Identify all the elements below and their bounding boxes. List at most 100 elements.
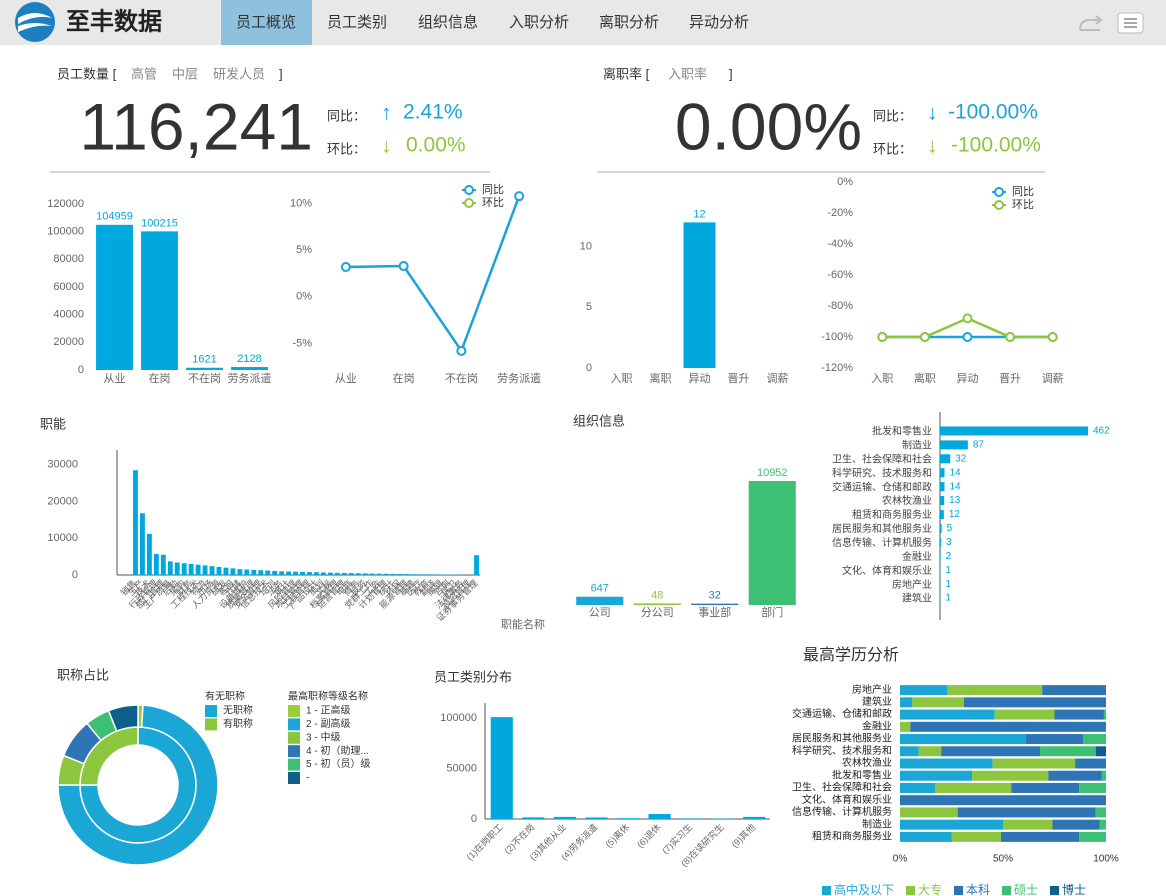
y-tick-label: 20000 <box>47 495 78 507</box>
chart-title: 职能 <box>40 416 66 431</box>
chart-title: 员工类别分布 <box>434 669 512 684</box>
bar-segment <box>900 746 919 757</box>
kpi-filter[interactable]: 高管 <box>131 66 157 81</box>
kpi-filter[interactable]: 中层 <box>172 66 198 81</box>
bar <box>362 573 368 575</box>
y-tick-label: 120000 <box>47 198 84 210</box>
data-label: 14 <box>949 467 961 478</box>
bar-segment <box>963 697 1106 708</box>
bar <box>633 603 681 604</box>
nav-tab[interactable]: 员工概览 <box>236 14 296 31</box>
nav-tab[interactable]: 员工类别 <box>327 14 387 31</box>
bar <box>940 510 944 519</box>
x-tick-label: 分公司 <box>641 606 674 619</box>
x-axis-title: 职能名称 <box>501 617 545 631</box>
y-tick-label: 批发和零售业 <box>872 425 932 438</box>
bar-segment <box>912 697 964 708</box>
y-tick-label: -40% <box>827 238 853 250</box>
data-label: 1 <box>945 579 951 590</box>
x-tick-label: 不在岗 <box>188 372 221 385</box>
chart-title: 职称占比 <box>57 667 109 682</box>
x-tick-label: 离职 <box>914 371 936 385</box>
bar <box>327 572 333 575</box>
bar <box>341 572 347 575</box>
bar <box>940 482 945 492</box>
y-tick-label: 卫生、社会保障和社会 <box>792 781 892 794</box>
bar-segment <box>1003 819 1053 830</box>
bar-segment <box>918 746 942 757</box>
point <box>340 261 351 272</box>
legend-swatch <box>1050 886 1059 895</box>
legend-swatch <box>288 745 300 758</box>
bar-segment <box>1079 831 1106 842</box>
data-label: 32 <box>955 453 967 464</box>
bar-segment <box>900 734 1026 745</box>
y-tick-label: 80000 <box>53 253 84 265</box>
bar <box>553 816 576 819</box>
y-tick-label: 5% <box>296 244 312 256</box>
legend-marker <box>994 200 1004 210</box>
bar <box>237 569 243 575</box>
y-tick-label: 信息传输、计算机服务 <box>792 805 892 818</box>
y-tick-label: 30000 <box>47 459 78 471</box>
x-tick-label: 异动 <box>689 372 711 385</box>
data-label: 1 <box>945 565 951 576</box>
legend-label: 3 - 中级 <box>306 730 340 743</box>
bar <box>216 566 222 575</box>
y-tick-label: 0 <box>78 364 84 376</box>
point <box>919 332 930 342</box>
bar-segment <box>1048 770 1102 781</box>
data-label: 14 <box>949 481 961 492</box>
bar <box>648 813 671 819</box>
bar <box>209 566 215 575</box>
bar-segment <box>972 770 1049 781</box>
kpi-filter[interactable]: 入职率 <box>668 66 707 81</box>
bar-segment <box>900 770 973 781</box>
point <box>398 261 409 272</box>
y-tick-label: 文化、体育和娱乐业 <box>842 564 932 577</box>
nav-tab[interactable]: 离职分析 <box>599 14 659 31</box>
legend-swatch <box>288 758 300 771</box>
y-tick-label: 制造业 <box>862 817 892 830</box>
y-tick-label: 0 <box>72 569 78 581</box>
nav-tab[interactable]: 异动分析 <box>689 14 749 31</box>
bar-segment <box>1103 709 1106 720</box>
bar <box>272 570 278 575</box>
y-tick-label: 批发和零售业 <box>832 768 892 781</box>
y-tick-label: 50000 <box>446 762 477 774</box>
y-tick-label: 金融业 <box>902 550 932 563</box>
y-tick-label: 5 <box>586 301 592 313</box>
y-tick-label: 100000 <box>47 226 84 238</box>
nav-tab[interactable]: 组织信息 <box>418 14 478 31</box>
bar <box>940 537 941 547</box>
line <box>345 195 521 354</box>
bar <box>418 574 424 575</box>
y-tick-label: 100000 <box>440 712 477 724</box>
chart-title: 最高学历分析 <box>803 646 899 664</box>
logo-text: 至丰数据 <box>66 8 162 35</box>
kpi-yoy-label: 同比： <box>327 108 366 123</box>
bar-segment <box>1052 819 1100 830</box>
y-tick-label: 租赁和商务服务业 <box>852 508 932 521</box>
bar <box>244 569 250 575</box>
bar-segment <box>935 782 1012 793</box>
bar <box>616 818 640 819</box>
kpi-bracket: ] <box>729 66 733 81</box>
kpi-yoy-arrow: ↑ <box>381 102 392 125</box>
bar-segment <box>1083 734 1106 745</box>
header-bar <box>0 0 1166 45</box>
legend-swatch <box>822 886 831 895</box>
legend-swatch <box>1002 886 1011 895</box>
bar <box>188 563 194 575</box>
bar <box>258 570 264 575</box>
bar <box>231 367 268 370</box>
legend-label: 本科 <box>966 883 990 896</box>
y-tick-label: 10% <box>290 198 312 210</box>
bar <box>404 574 410 575</box>
y-tick-label: 科学研究、技术服务和 <box>832 466 932 479</box>
kpi-filter[interactable]: 研发人员 <box>213 66 265 81</box>
bar <box>279 571 285 575</box>
data-label: 462 <box>1093 426 1110 437</box>
nav-tab[interactable]: 入职分析 <box>509 14 569 31</box>
